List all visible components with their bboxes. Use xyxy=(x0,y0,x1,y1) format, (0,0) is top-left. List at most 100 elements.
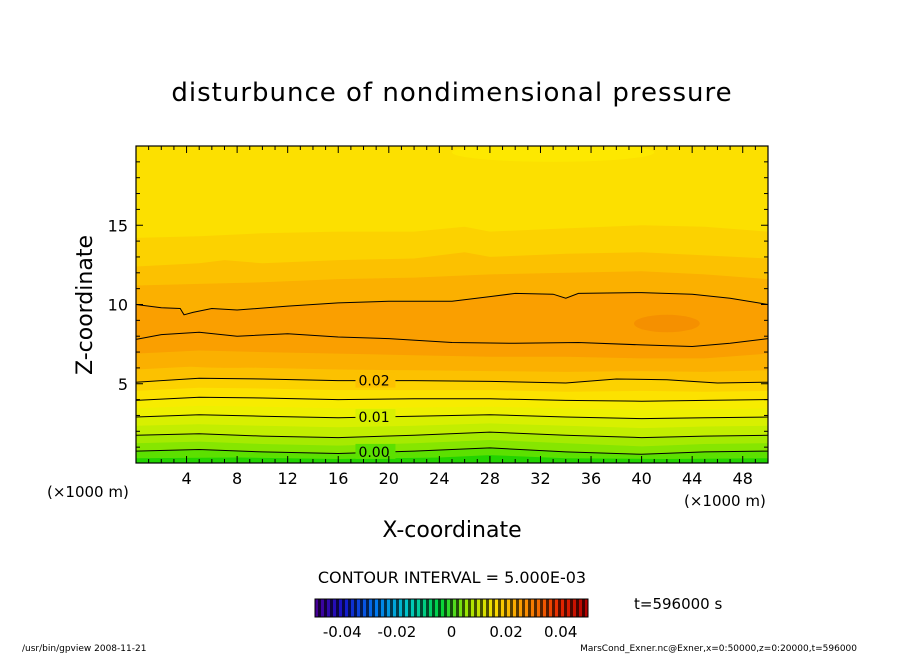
colorbar-tick-labels: -0.04 -0.02 0 0.02 0.04 xyxy=(323,623,578,641)
colorbar-swatch xyxy=(570,599,574,617)
colorbar-swatch xyxy=(399,599,403,617)
y-axis: 5 10 15 xyxy=(108,161,768,448)
colorbar-swatch xyxy=(450,599,454,617)
x-tick-label: 16 xyxy=(328,469,348,488)
contour-line xyxy=(136,396,768,402)
colorbar-swatch xyxy=(387,599,391,617)
colorbar-swatch xyxy=(447,599,451,617)
colorbar-swatch xyxy=(384,599,388,617)
x-tick-label: 32 xyxy=(530,469,550,488)
colorbar-swatch xyxy=(495,599,499,617)
colorbar-swatch xyxy=(366,599,370,617)
colorbar-swatch xyxy=(441,599,445,617)
colorbar-tick-label: -0.04 xyxy=(323,623,362,641)
y-axis-label: Z-coordinate xyxy=(73,235,98,375)
colorbar-swatch xyxy=(474,599,478,617)
colorbar-swatch xyxy=(462,599,466,617)
x-tick-label: 24 xyxy=(429,469,449,488)
colorbar-swatch xyxy=(519,599,523,617)
colorbar-swatch xyxy=(552,599,556,617)
footer-left: /usr/bin/gpview 2008-11-21 xyxy=(22,644,146,654)
chart-title: disturbunce of nondimensional pressure xyxy=(171,78,732,108)
colorbar-swatch xyxy=(477,599,481,617)
colorbar-swatch xyxy=(585,599,589,617)
contour-line xyxy=(136,431,768,439)
colorbar-swatch xyxy=(537,599,541,617)
contour-line xyxy=(136,292,768,316)
contour-line xyxy=(136,377,768,384)
colorbar-swatch xyxy=(411,599,415,617)
colorbar-swatch xyxy=(426,599,430,617)
contour-label: 0.01 xyxy=(358,410,389,426)
y-tick-label: 5 xyxy=(118,375,128,394)
colorbar-swatch xyxy=(357,599,361,617)
colorbar-swatch xyxy=(459,599,463,617)
x-tick-label: 4 xyxy=(181,469,191,488)
x-tick-label: 40 xyxy=(631,469,651,488)
colorbar-swatch xyxy=(573,599,577,617)
colorbar-swatch xyxy=(453,599,457,617)
colorbar-swatch xyxy=(525,599,529,617)
colorbar-swatch xyxy=(369,599,373,617)
contour-blob xyxy=(634,314,700,333)
colorbar-swatch xyxy=(489,599,493,617)
contour-line xyxy=(136,331,768,348)
colorbar-swatch xyxy=(555,599,559,617)
contour-labels: 0.02 0.01 0.00 xyxy=(355,372,396,461)
contour-blob xyxy=(167,356,294,368)
colorbar-swatch xyxy=(321,599,325,617)
colorbar-swatch xyxy=(438,599,442,617)
y-unit-label: (×1000 m) xyxy=(47,483,129,501)
colorbar-swatch xyxy=(333,599,337,617)
colorbar-swatch xyxy=(363,599,367,617)
colorbar-tick-label: 0.02 xyxy=(489,623,522,641)
colorbar-swatch xyxy=(423,599,427,617)
colorbar-swatch xyxy=(405,599,409,617)
colorbar-swatch xyxy=(513,599,517,617)
x-tick-label: 8 xyxy=(232,469,242,488)
colorbar-swatch xyxy=(375,599,379,617)
x-tick-label: 36 xyxy=(581,469,601,488)
colorbar-swatch xyxy=(483,599,487,617)
colorbar-swatch xyxy=(471,599,475,617)
colorbar-swatch xyxy=(339,599,343,617)
colorbar-swatch xyxy=(444,599,448,617)
colorbar-swatch xyxy=(549,599,553,617)
colorbar-swatch xyxy=(534,599,538,617)
colorbar-swatch xyxy=(480,599,484,617)
contour-label-bg xyxy=(355,443,396,459)
time-label: t=596000 s xyxy=(634,595,722,613)
colorbar-swatch xyxy=(558,599,562,617)
colorbar-swatch xyxy=(354,599,358,617)
colorbar-frame xyxy=(314,598,589,618)
contour-label: 0.02 xyxy=(358,374,389,390)
x-axis-label: X-coordinate xyxy=(382,518,521,543)
colorbar-swatch xyxy=(456,599,460,617)
x-tick-label: 12 xyxy=(278,469,298,488)
colorbar-swatch xyxy=(417,599,421,617)
x-axis: 4 8 12 16 20 24 28 32 36 40 44 48 xyxy=(148,146,756,488)
contour-label-bg xyxy=(355,372,396,388)
y-tick-label: 15 xyxy=(108,216,128,235)
colorbar-swatch xyxy=(579,599,583,617)
colorbar-swatch xyxy=(402,599,406,617)
plot-area xyxy=(136,146,768,463)
x-tick-label: 48 xyxy=(733,469,753,488)
contour-line xyxy=(136,414,768,420)
colorbar-swatch xyxy=(561,599,565,617)
colorbar-swatch xyxy=(351,599,355,617)
colorbar-swatch xyxy=(501,599,505,617)
colorbar-swatch xyxy=(564,599,568,617)
colorbar-swatch xyxy=(516,599,520,617)
colorbar-swatch xyxy=(528,599,532,617)
x-tick-label: 44 xyxy=(682,469,702,488)
x-unit-label: (×1000 m) xyxy=(684,492,766,510)
colorbar-swatch xyxy=(504,599,508,617)
colorbar-swatch xyxy=(378,599,382,617)
colorbar-swatch xyxy=(408,599,412,617)
colorbar-swatch xyxy=(435,599,439,617)
colorbar-swatch xyxy=(432,599,436,617)
footer-right: MarsCond_Exner.nc@Exner,x=0:50000,z=0:20… xyxy=(580,644,857,654)
colorbar-swatch xyxy=(492,599,496,617)
colorbar-swatch xyxy=(372,599,376,617)
